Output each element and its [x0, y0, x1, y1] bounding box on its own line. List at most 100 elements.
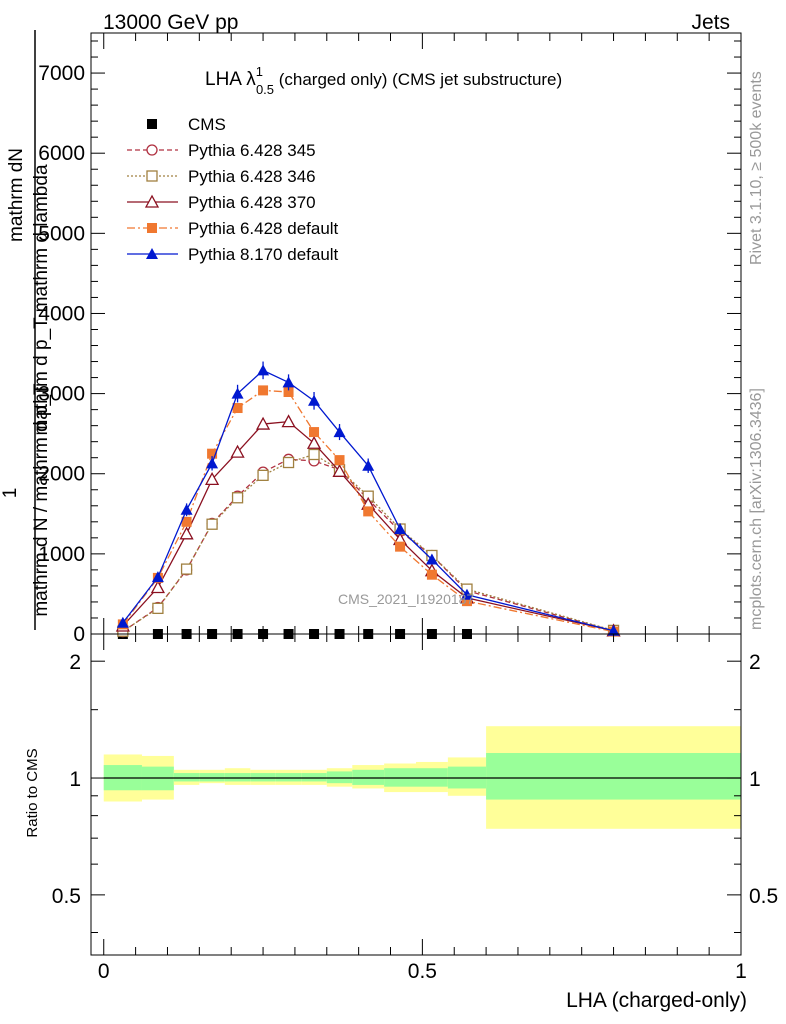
- data-point: [332, 463, 347, 477]
- ratio-y-tick-label-right: 2: [749, 651, 761, 674]
- data-point: [151, 571, 164, 583]
- legend-label: Pythia 8.170 default: [188, 245, 339, 264]
- data-point: [309, 427, 320, 438]
- data-point: [426, 569, 437, 580]
- ratio-inner-band: [199, 773, 225, 782]
- series-line: [122, 369, 614, 632]
- ratio-plot-panel: 0 0.5 1 0.5 0.5 1 1 2 2: [52, 633, 778, 983]
- data-point: [257, 469, 269, 481]
- ratio-y-label: Ratio to CMS: [24, 748, 41, 837]
- ratio-inner-band: [352, 769, 385, 785]
- data-point: [204, 471, 220, 485]
- data-point: [282, 376, 295, 388]
- data-point: [258, 385, 269, 396]
- legend-label: Pythia 6.428 default: [188, 219, 339, 238]
- ratio-inner-band: [486, 753, 741, 800]
- ratio-inner-band: [224, 773, 251, 782]
- data-point: [179, 526, 194, 540]
- x-axis-label: LHA (charged-only): [566, 989, 747, 1012]
- legend-label: Pythia 6.428 345: [188, 141, 316, 160]
- legend-marker: [144, 194, 160, 208]
- data-point: [425, 553, 438, 565]
- ratio-inner-band: [326, 771, 353, 784]
- main-y-tick-label: 5000: [38, 222, 85, 245]
- main-title-sub: 0.5: [256, 82, 274, 97]
- data-point: [206, 457, 219, 469]
- main-plot-panel: 0 1000 2000 3000 4000 5000 6000 7000 CMS Pythia 6…: [38, 32, 742, 646]
- legend-marker: [146, 144, 158, 156]
- header-right: Jets: [691, 11, 730, 34]
- data-point: [282, 456, 295, 469]
- data-point: [207, 448, 218, 459]
- data-point: [395, 541, 406, 552]
- main-title-sup: 1: [256, 64, 263, 79]
- main-y-tick-label: 1000: [38, 543, 85, 566]
- ratio-inner-band: [301, 773, 327, 782]
- legend: CMS Pythia 6.428 345 Pythia 6.428 346 Pythi…: [127, 115, 339, 264]
- data-point: [150, 580, 166, 594]
- main-title-base: LHA λ: [205, 69, 256, 90]
- main-y-tick-label: 4000: [38, 302, 85, 325]
- data-point: [281, 414, 296, 428]
- ratio-y-tick-label-right: 1: [749, 768, 761, 791]
- x-tick-label: 1: [735, 960, 747, 983]
- data-point: [283, 386, 294, 397]
- data-point: [362, 459, 375, 471]
- header-left: 13000 GeV pp: [103, 11, 238, 34]
- ratio-y-tick-label-right: 0.5: [749, 885, 778, 908]
- ratio-y-tick-label: 1: [69, 768, 81, 791]
- main-y-tick-label: 0: [73, 623, 85, 646]
- main-title-rest: (charged only) (CMS jet substructure): [274, 70, 562, 89]
- main-y-tick-label: 7000: [38, 62, 85, 85]
- legend-marker: [147, 223, 157, 233]
- x-tick-label: 0.5: [408, 960, 437, 983]
- data-point: [607, 624, 620, 636]
- data-point: [180, 503, 193, 515]
- series-5: [116, 361, 620, 636]
- data-point: [206, 518, 218, 530]
- data-point: [231, 492, 244, 504]
- legend-label: Pythia 6.428 370: [188, 193, 316, 212]
- data-point: [461, 596, 472, 607]
- ratio-inner-band: [275, 773, 302, 782]
- x-tick-label: 0: [98, 960, 110, 983]
- main-title: LHA λ1 0.5 (charged only) (CMS jet substr…: [205, 64, 562, 97]
- legend-label: CMS: [188, 115, 226, 134]
- data-point: [394, 523, 407, 535]
- legend-marker: [147, 119, 157, 129]
- data-point: [308, 394, 321, 406]
- analysis-watermark: CMS_2021_I1920187: [338, 591, 474, 607]
- data-point: [116, 616, 129, 628]
- main-y-tick-label: 2000: [38, 463, 85, 486]
- data-point: [181, 516, 192, 527]
- data-point: [232, 403, 243, 414]
- data-point: [460, 588, 473, 600]
- data-point: [255, 416, 271, 430]
- data-point: [334, 455, 345, 466]
- rivet-label: Rivet 3.1.10, ≥ 500k events: [748, 71, 765, 265]
- series-line: [122, 389, 614, 633]
- data-point: [230, 444, 245, 458]
- ratio-inner-band: [173, 773, 200, 782]
- data-point: [231, 387, 244, 399]
- legend-label: Pythia 6.428 346: [188, 167, 316, 186]
- data-point: [152, 602, 164, 615]
- ratio-inner-band: [250, 773, 276, 782]
- y-axis-label-one: 1: [0, 488, 21, 499]
- y-axis-label-norm: mathrm d N / mathrm d p_T: [31, 383, 52, 617]
- data-point: [257, 364, 270, 376]
- series-1: [117, 453, 620, 638]
- data-point: [363, 506, 374, 517]
- series-2: [117, 448, 620, 637]
- ratio-y-tick-label: 0.5: [52, 885, 81, 908]
- series-line: [122, 458, 614, 633]
- y-axis-label-denominator: mathrm d p_T mathrm d lambda: [31, 164, 52, 435]
- ratio-frame: [90, 633, 742, 956]
- data-point: [180, 563, 193, 575]
- ratio-y-tick-label: 2: [69, 651, 81, 674]
- mcplots-label: mcplots.cern.ch [arXiv:1306.3436]: [748, 388, 765, 630]
- data-point: [308, 448, 320, 461]
- data-point: [306, 435, 322, 449]
- legend-marker: [146, 248, 158, 259]
